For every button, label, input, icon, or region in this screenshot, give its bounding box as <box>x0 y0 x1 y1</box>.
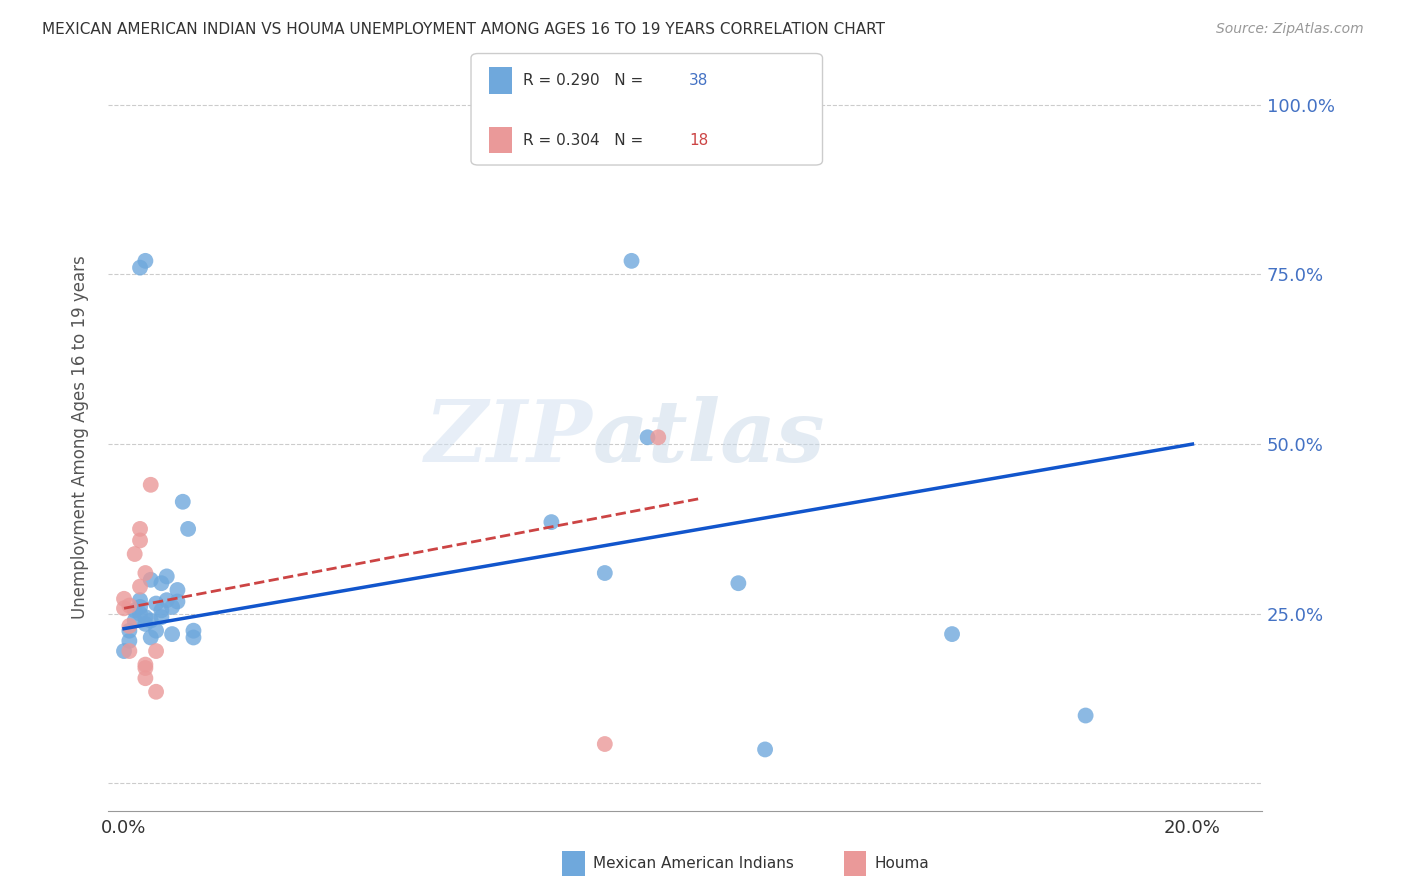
Point <box>134 253 156 268</box>
Point <box>129 533 152 548</box>
Point <box>118 599 141 613</box>
Point <box>637 430 659 444</box>
Point <box>156 593 179 607</box>
Point <box>129 593 152 607</box>
Point <box>150 610 173 624</box>
Point <box>139 477 162 491</box>
Point <box>727 576 749 591</box>
Point <box>593 737 616 751</box>
Point <box>183 631 205 645</box>
Point <box>172 495 194 509</box>
Point <box>177 522 200 536</box>
Point <box>620 253 643 268</box>
Point <box>124 614 146 628</box>
Text: ZIP: ZIP <box>425 395 593 479</box>
Point <box>134 616 156 631</box>
Point <box>134 657 156 672</box>
Point <box>647 430 669 444</box>
Point <box>129 522 152 536</box>
Text: R = 0.304   N =: R = 0.304 N = <box>523 133 648 147</box>
Text: atlas: atlas <box>593 395 825 479</box>
Point <box>134 671 156 685</box>
Point <box>145 597 167 611</box>
Point <box>139 614 162 628</box>
Point <box>145 685 167 699</box>
Point <box>124 603 146 617</box>
Point <box>540 515 562 529</box>
Point <box>118 619 141 633</box>
Point <box>183 624 205 638</box>
Text: 18: 18 <box>689 133 709 147</box>
Point <box>145 644 167 658</box>
Point <box>124 547 146 561</box>
Point <box>166 582 188 597</box>
Point <box>145 624 167 638</box>
Point <box>112 601 135 615</box>
Point <box>112 644 135 658</box>
Point <box>1074 708 1097 723</box>
Text: Houma: Houma <box>875 856 929 871</box>
Point <box>118 633 141 648</box>
Point <box>156 569 179 583</box>
Point <box>160 599 183 614</box>
Point <box>150 603 173 617</box>
Text: MEXICAN AMERICAN INDIAN VS HOUMA UNEMPLOYMENT AMONG AGES 16 TO 19 YEARS CORRELAT: MEXICAN AMERICAN INDIAN VS HOUMA UNEMPLO… <box>42 22 886 37</box>
Point <box>129 607 152 621</box>
Text: Source: ZipAtlas.com: Source: ZipAtlas.com <box>1216 22 1364 37</box>
Point <box>139 631 162 645</box>
Point <box>134 610 156 624</box>
Text: 38: 38 <box>689 73 709 87</box>
Point <box>134 661 156 675</box>
Point <box>593 566 616 580</box>
Point <box>112 591 135 606</box>
Point <box>941 627 963 641</box>
Point <box>134 566 156 580</box>
Point <box>150 576 173 591</box>
Text: Mexican American Indians: Mexican American Indians <box>593 856 794 871</box>
Point <box>129 580 152 594</box>
Point <box>118 624 141 638</box>
Point <box>129 599 152 614</box>
Point <box>166 594 188 608</box>
Point <box>139 573 162 587</box>
Point <box>118 644 141 658</box>
Y-axis label: Unemployment Among Ages 16 to 19 years: Unemployment Among Ages 16 to 19 years <box>72 255 89 619</box>
Text: R = 0.290   N =: R = 0.290 N = <box>523 73 648 87</box>
Point <box>754 742 776 756</box>
Point <box>160 627 183 641</box>
Point <box>129 260 152 275</box>
